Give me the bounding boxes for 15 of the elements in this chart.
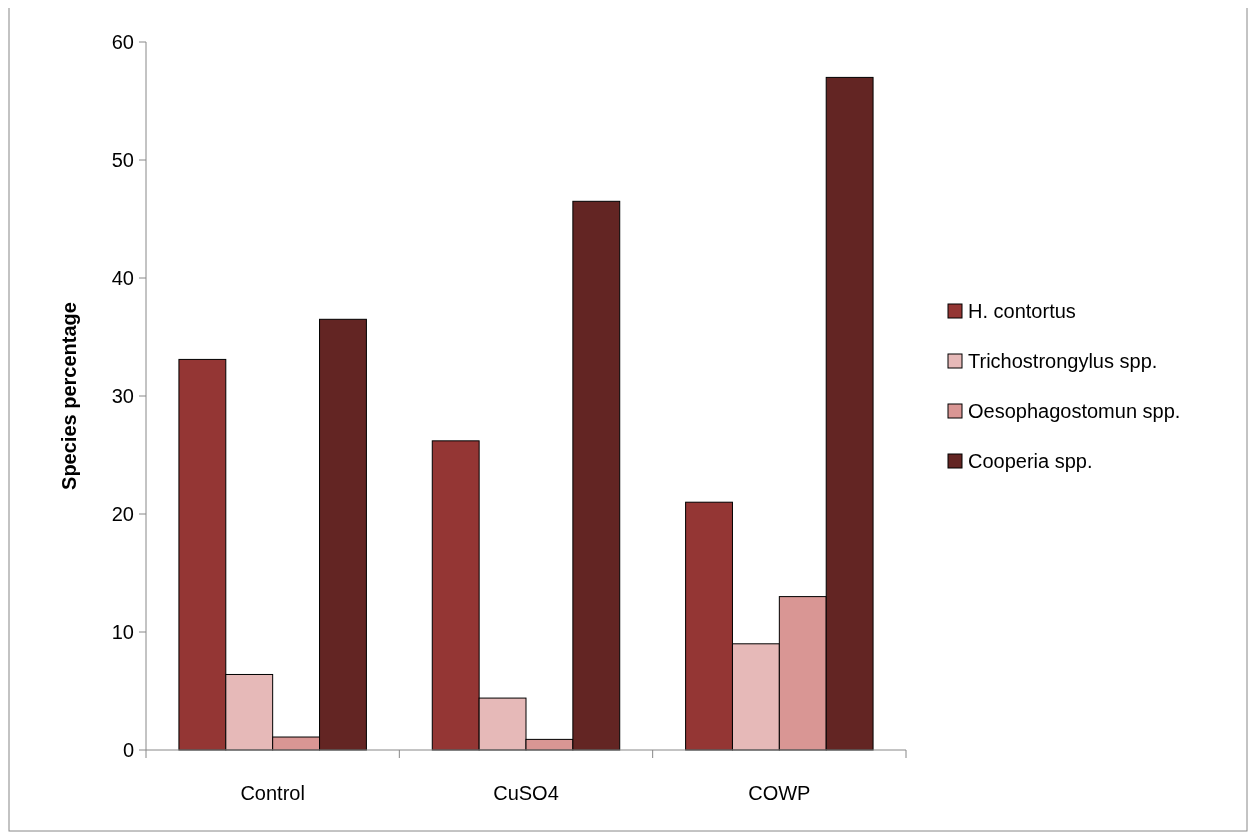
legend-label: Oesophagostomun spp. [968, 400, 1181, 422]
y-tick-label: 40 [111, 267, 134, 289]
x-tick-label: COWP [748, 782, 811, 804]
x-tick-label: CuSO4 [493, 782, 559, 804]
y-tick-label: 20 [111, 503, 134, 525]
y-tick-label: 60 [111, 31, 134, 53]
legend-label: Trichostrongylus spp. [968, 350, 1158, 372]
legend-label: Cooperia spp. [968, 450, 1093, 472]
x-tick-label: Control [240, 782, 305, 804]
y-axis-title: Species percentage [58, 302, 80, 490]
legend-label: H. contortus [968, 300, 1076, 322]
y-tick-label: 50 [111, 149, 134, 171]
y-tick-label: 0 [122, 739, 134, 761]
y-tick-label: 10 [111, 621, 134, 643]
y-tick-label: 30 [111, 385, 134, 407]
